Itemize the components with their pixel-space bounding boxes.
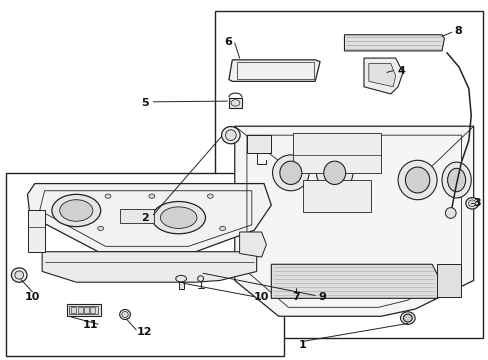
Polygon shape [239, 232, 266, 257]
Ellipse shape [122, 311, 128, 318]
Text: 7: 7 [291, 292, 299, 302]
Ellipse shape [441, 162, 470, 198]
Polygon shape [246, 135, 271, 153]
Bar [66, 304, 101, 316]
Polygon shape [27, 211, 44, 252]
Ellipse shape [120, 310, 130, 319]
Bar [78, 307, 82, 314]
Ellipse shape [15, 271, 23, 279]
Text: 2: 2 [141, 213, 148, 222]
Polygon shape [42, 252, 256, 282]
Polygon shape [228, 60, 320, 81]
Ellipse shape [197, 276, 203, 282]
Ellipse shape [403, 314, 411, 322]
Ellipse shape [447, 168, 465, 192]
Polygon shape [228, 98, 242, 108]
Bar [120, 209, 154, 223]
Text: 6: 6 [224, 37, 232, 47]
Text: 12: 12 [137, 327, 152, 337]
Bar [237, 62, 314, 78]
Ellipse shape [207, 194, 213, 198]
Ellipse shape [52, 194, 101, 226]
Bar [215, 12, 483, 338]
Polygon shape [27, 184, 271, 252]
Bar [84, 307, 89, 314]
Bar [5, 173, 283, 356]
Ellipse shape [445, 208, 455, 219]
Bar [90, 307, 95, 314]
Ellipse shape [231, 100, 240, 106]
Text: 11: 11 [83, 320, 99, 330]
Ellipse shape [11, 268, 27, 282]
Polygon shape [178, 282, 183, 289]
Text: 4: 4 [397, 66, 405, 76]
Bar [293, 134, 380, 173]
Ellipse shape [221, 127, 240, 144]
Ellipse shape [105, 194, 111, 198]
Ellipse shape [397, 160, 436, 200]
Ellipse shape [98, 226, 103, 230]
Ellipse shape [465, 198, 478, 209]
Polygon shape [344, 35, 444, 51]
Text: 5: 5 [141, 98, 148, 108]
Ellipse shape [225, 130, 236, 140]
Ellipse shape [323, 161, 345, 184]
Bar [71, 307, 76, 314]
Ellipse shape [405, 167, 429, 193]
Ellipse shape [279, 161, 301, 184]
Polygon shape [271, 264, 441, 298]
Ellipse shape [400, 312, 414, 324]
Text: 9: 9 [318, 292, 326, 302]
Ellipse shape [316, 155, 352, 191]
Ellipse shape [152, 202, 205, 234]
Ellipse shape [219, 226, 225, 230]
Text: 8: 8 [453, 26, 461, 36]
Polygon shape [368, 63, 395, 87]
Polygon shape [363, 58, 402, 94]
Text: 3: 3 [473, 198, 480, 208]
Ellipse shape [149, 194, 155, 198]
Polygon shape [234, 126, 473, 316]
Ellipse shape [175, 275, 186, 282]
Ellipse shape [272, 155, 308, 191]
Ellipse shape [468, 200, 475, 207]
Bar [436, 264, 461, 297]
Ellipse shape [160, 207, 197, 228]
Ellipse shape [60, 200, 93, 221]
Text: 1: 1 [299, 340, 306, 350]
Text: 10: 10 [25, 292, 40, 302]
Bar [303, 180, 370, 212]
Bar [69, 306, 98, 315]
Text: 10: 10 [253, 292, 269, 302]
